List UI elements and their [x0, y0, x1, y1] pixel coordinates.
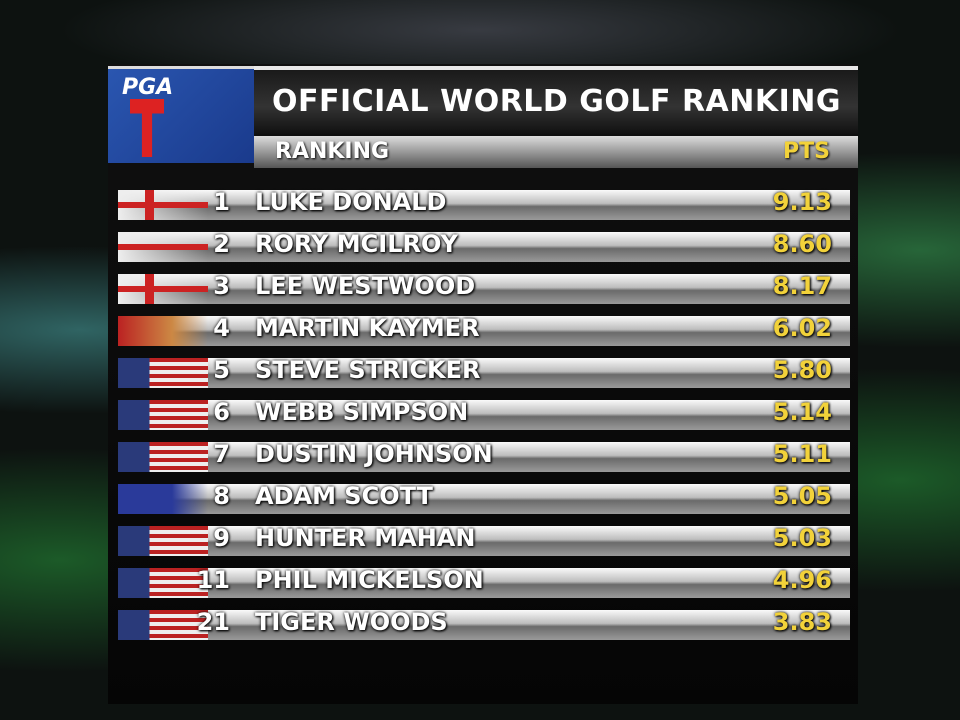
player-name: TIGER WOODS [255, 608, 448, 636]
points: 5.80 [772, 356, 832, 384]
row-bar [118, 484, 850, 514]
rank: 2 [213, 230, 230, 258]
points: 5.11 [772, 440, 832, 468]
subheader-bar [254, 136, 858, 168]
row-bar [118, 400, 850, 430]
row-bar [118, 526, 850, 556]
rank: 7 [213, 440, 230, 468]
row-bar [118, 358, 850, 388]
player-name: ADAM SCOTT [255, 482, 433, 510]
title-bar [254, 66, 858, 134]
player-name: DUSTIN JOHNSON [255, 440, 493, 468]
points: 4.96 [772, 566, 832, 594]
rank: 8 [213, 482, 230, 510]
points: 9.13 [772, 188, 832, 216]
points: 5.03 [772, 524, 832, 552]
flag [118, 610, 208, 640]
points: 5.14 [772, 398, 832, 426]
column-header: RANKING [275, 139, 390, 164]
title: OFFICIAL WORLD GOLF RANKING [272, 84, 842, 119]
flag [118, 484, 208, 514]
row-bar [118, 190, 850, 220]
rank: 5 [213, 356, 230, 384]
points: 3.83 [772, 608, 832, 636]
logo: PGA [108, 66, 254, 163]
player-name: MARTIN KAYMER [255, 314, 480, 342]
rank: 4 [213, 314, 230, 342]
player-name: WEBB SIMPSON [255, 398, 469, 426]
player-name: STEVE STRICKER [255, 356, 481, 384]
row-bar [118, 568, 850, 598]
flag [118, 442, 208, 472]
rank: 3 [213, 272, 230, 300]
flag [118, 400, 208, 430]
logo-mark [130, 99, 164, 157]
flag [118, 274, 208, 304]
points: 8.60 [772, 230, 832, 258]
flag [118, 232, 208, 262]
column-header: PTS [783, 139, 830, 164]
flag [118, 526, 208, 556]
row-bar [118, 316, 850, 346]
row-bar [118, 232, 850, 262]
rank: 6 [213, 398, 230, 426]
flag [118, 190, 208, 220]
row-bar [118, 274, 850, 304]
logo-text: PGA [122, 75, 174, 100]
row-bar [118, 442, 850, 472]
player-name: LEE WESTWOOD [255, 272, 476, 300]
player-name: PHIL MICKELSON [255, 566, 484, 594]
rank: 9 [213, 524, 230, 552]
player-name: HUNTER MAHAN [255, 524, 476, 552]
points: 5.05 [772, 482, 832, 510]
points: 8.17 [772, 272, 832, 300]
flag [118, 358, 208, 388]
row-bar [118, 610, 850, 640]
rank: 1 [213, 188, 230, 216]
rank: 21 [196, 608, 230, 636]
flag [118, 316, 208, 346]
points: 6.02 [772, 314, 832, 342]
player-name: LUKE DONALD [255, 188, 447, 216]
player-name: RORY MCILROY [255, 230, 458, 258]
rank: 11 [196, 566, 230, 594]
flag [118, 568, 208, 598]
